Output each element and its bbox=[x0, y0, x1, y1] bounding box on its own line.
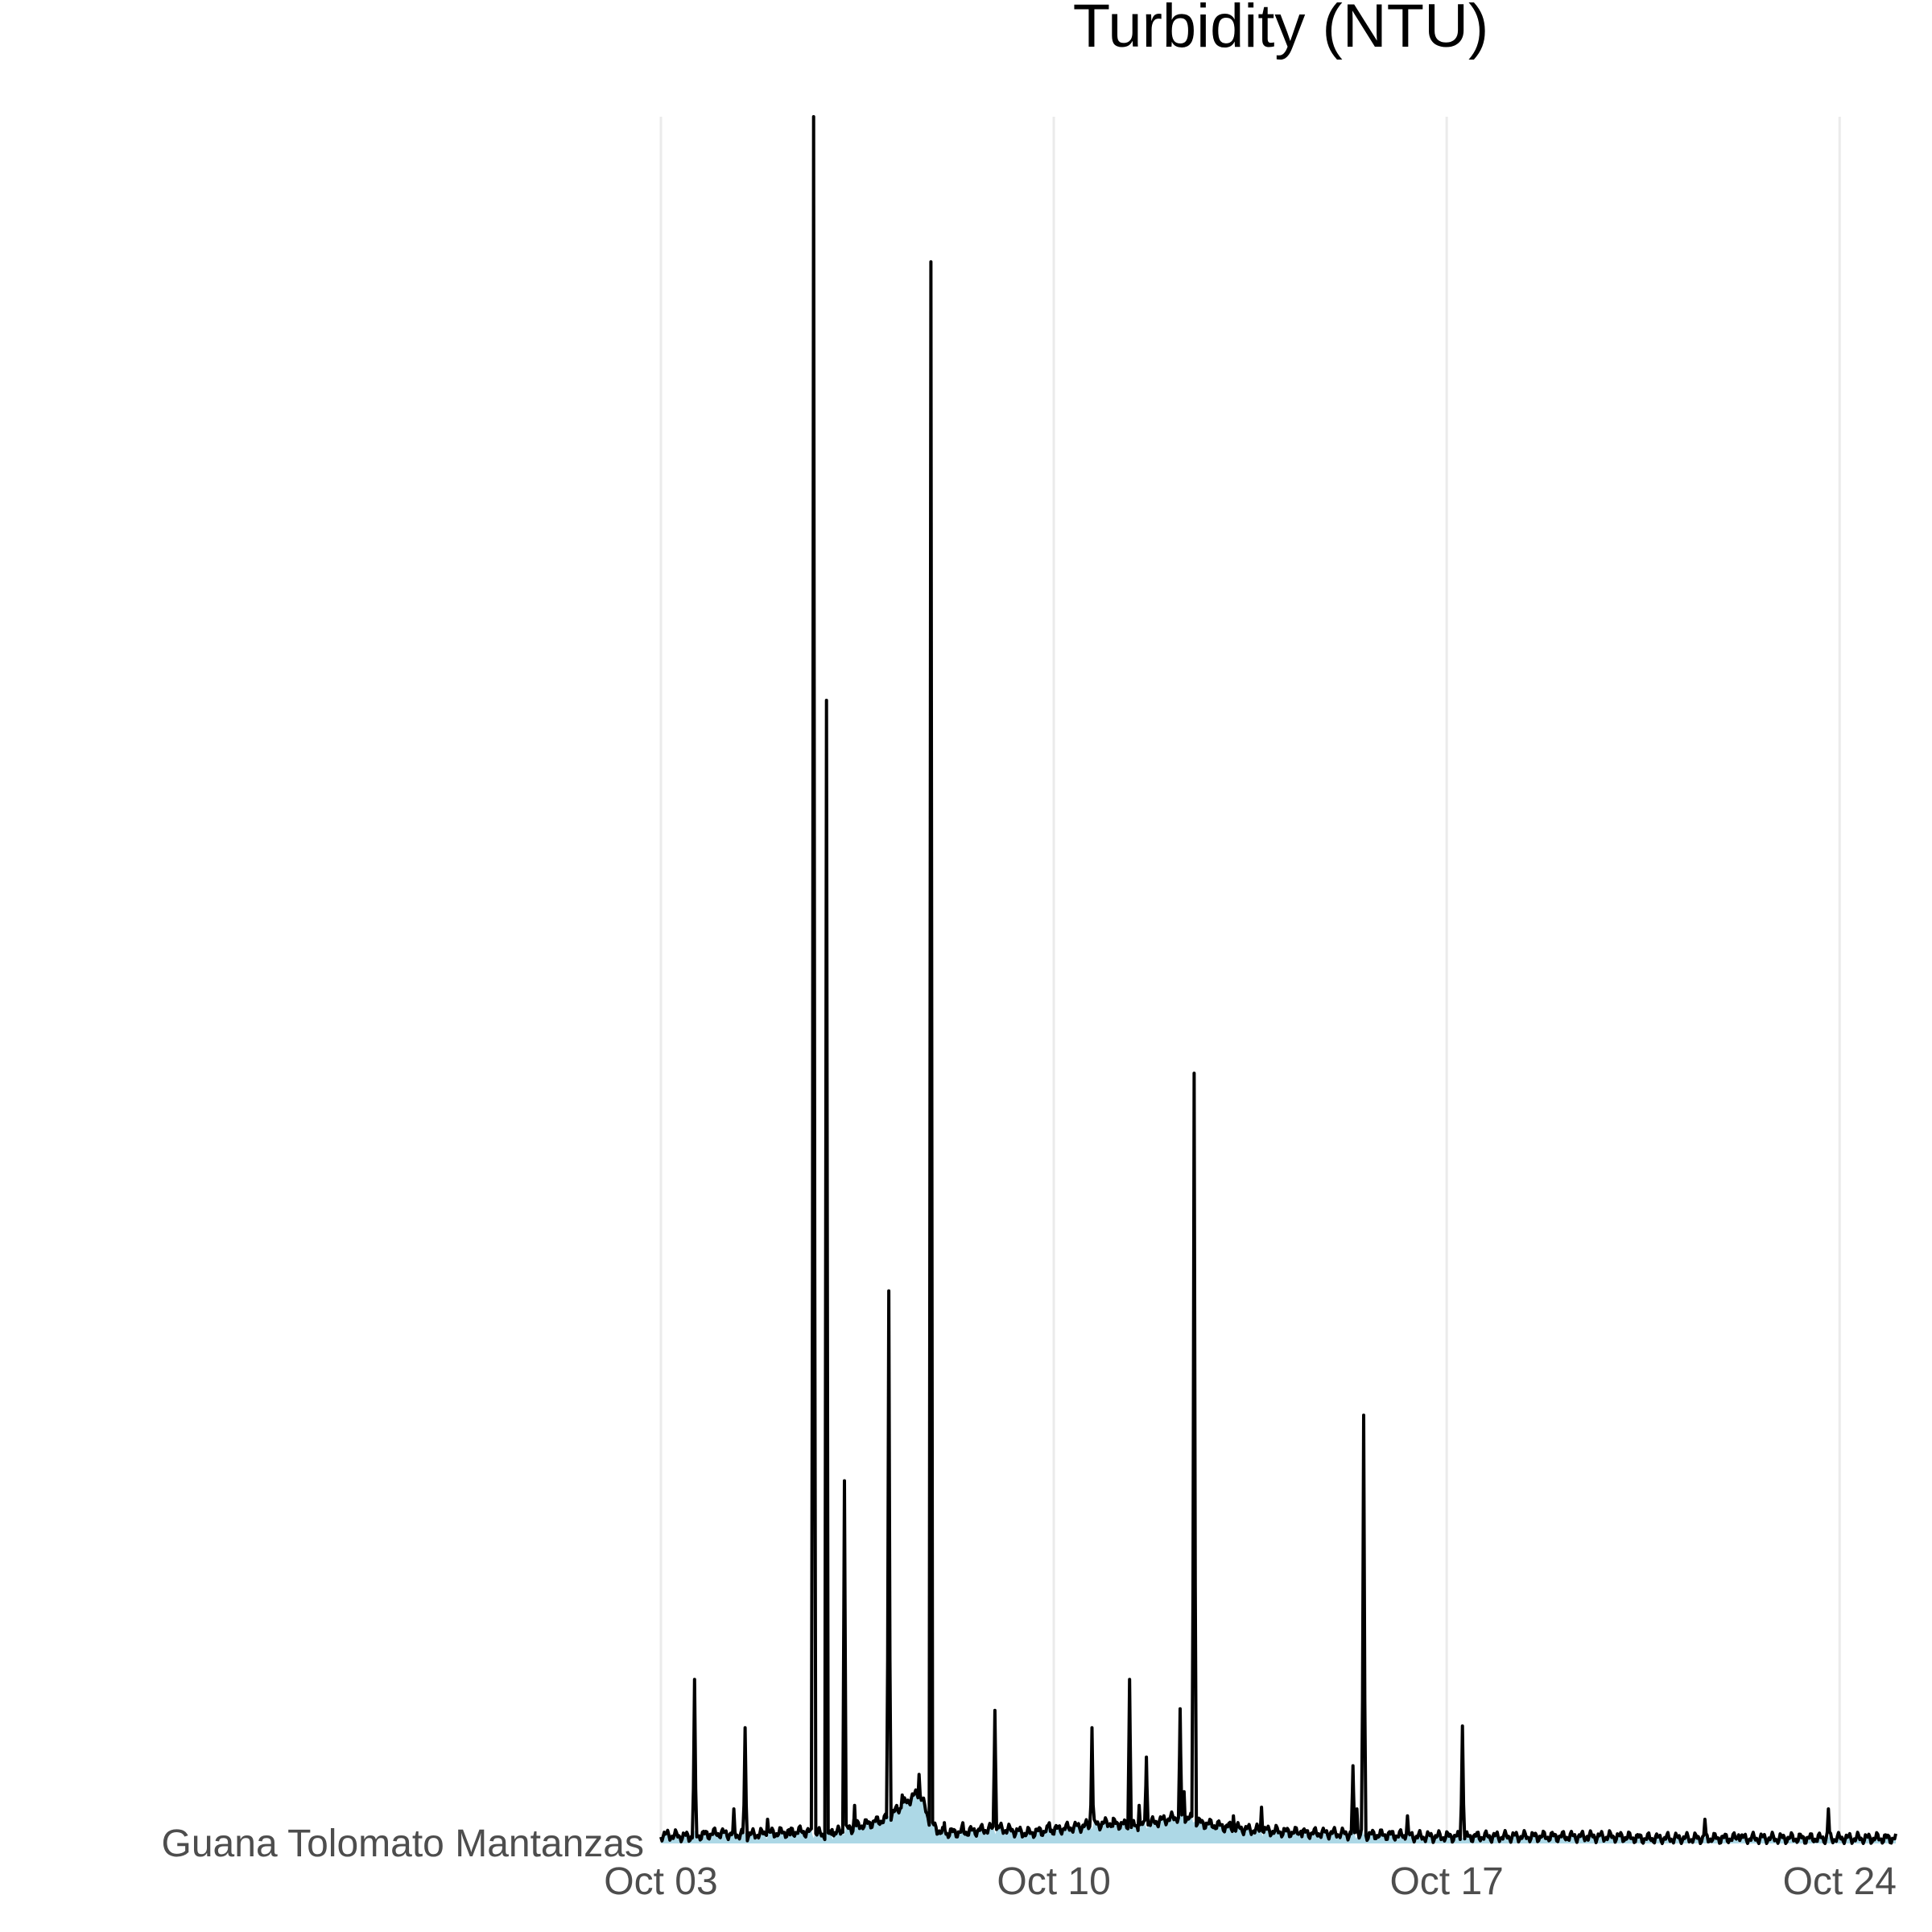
x-tick-label: Oct 17 bbox=[1389, 1860, 1503, 1903]
x-tick-labels: Oct 03 Oct 10 Oct 17 Oct 24 bbox=[604, 1860, 1897, 1903]
chart-title: Turbidity (NTU) bbox=[1073, 0, 1489, 60]
x-tick-label: Oct 03 bbox=[604, 1860, 717, 1903]
x-gridlines bbox=[659, 117, 1841, 1843]
row-label: Guana Tolomato Mantanzas bbox=[162, 1823, 644, 1865]
x-tick-label: Oct 24 bbox=[1783, 1860, 1897, 1903]
turbidity-line bbox=[659, 115, 1897, 1845]
x-tick-label: Oct 10 bbox=[997, 1860, 1110, 1903]
